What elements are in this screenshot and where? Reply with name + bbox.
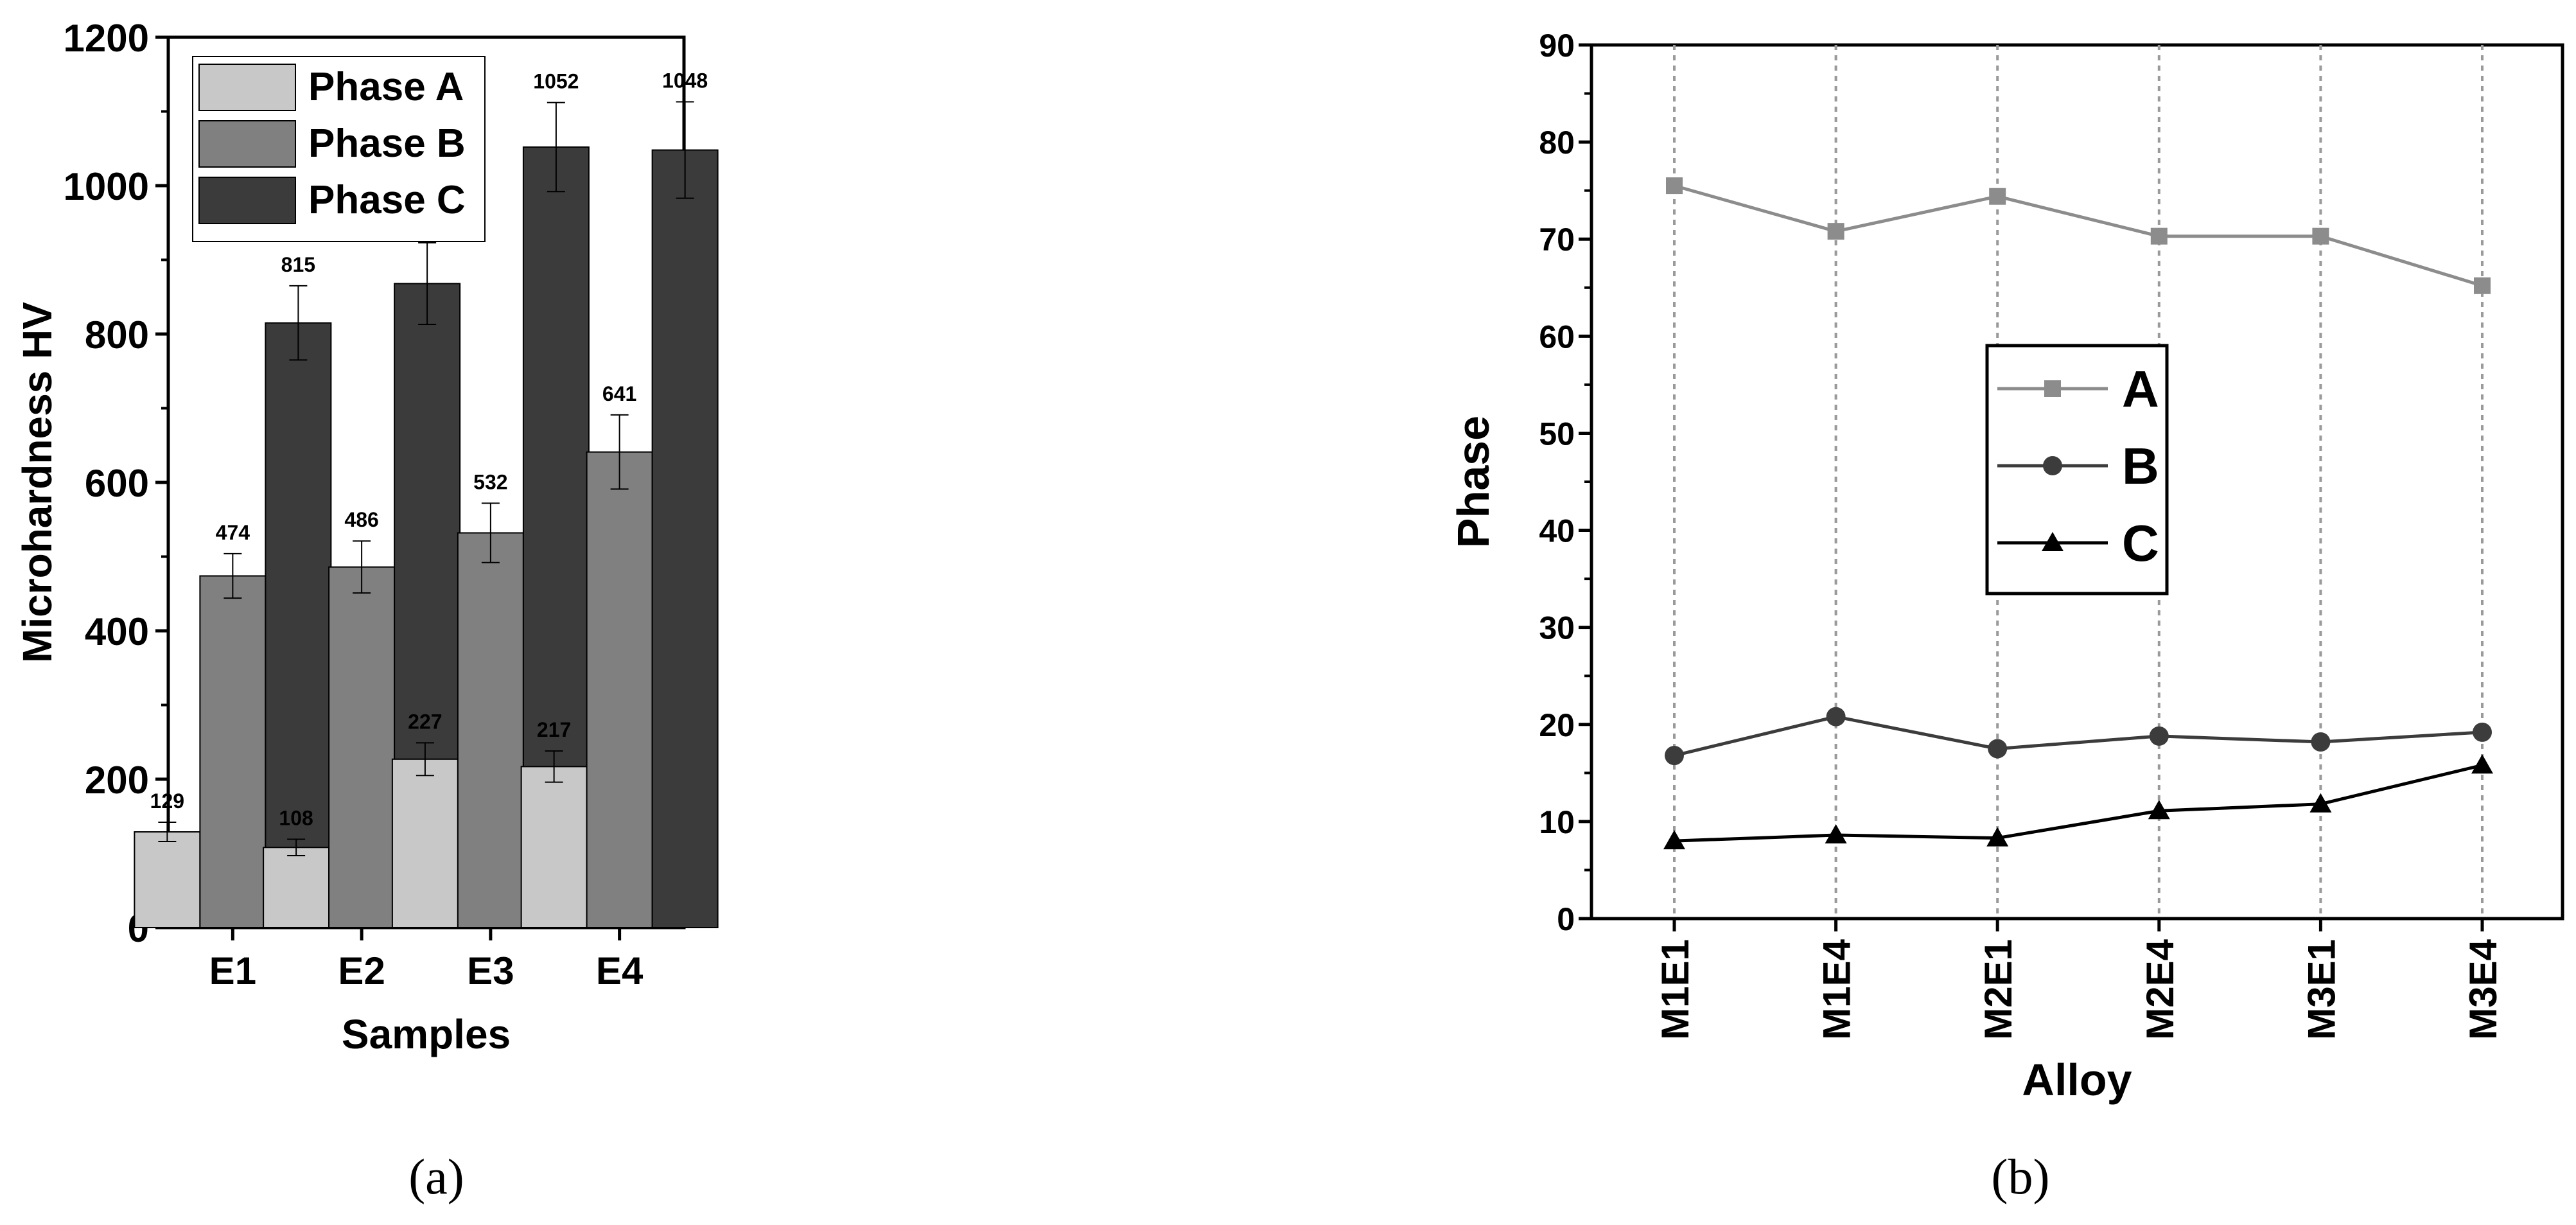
data-label: 1048 <box>662 69 708 92</box>
point-a <box>2474 277 2491 294</box>
x-tick-label: E2 <box>338 949 385 992</box>
point-c <box>1825 824 1847 844</box>
point-b <box>2473 722 2492 742</box>
bar-phase-c-e1 <box>265 322 332 928</box>
bar-phase-c-e4 <box>651 149 719 928</box>
data-label: 129 <box>150 789 184 813</box>
y-tick-label: 1200 <box>64 17 149 60</box>
bar-phase-b-e2 <box>328 566 396 928</box>
point-c <box>2471 754 2493 774</box>
legend-label: A <box>2122 360 2159 418</box>
x-tick-label: M3E4 <box>2462 939 2505 1039</box>
bar-phase-a-e4 <box>520 766 588 928</box>
bar-phase-a-e1 <box>134 831 201 928</box>
legend-swatch <box>198 64 296 111</box>
point-a <box>2312 227 2329 245</box>
legend-marker <box>2042 532 2063 551</box>
data-label: 217 <box>537 718 571 741</box>
bar-phase-a-e3 <box>391 758 459 928</box>
data-label: 108 <box>279 807 313 830</box>
y-tick-label: 80 <box>1539 125 1575 161</box>
data-label: 641 <box>602 382 636 405</box>
panel-label: (b) <box>1992 1149 2050 1204</box>
panel-label: (a) <box>408 1149 464 1204</box>
y-tick-label: 20 <box>1539 707 1575 743</box>
y-axis-title: Microhardness HV <box>14 302 60 663</box>
x-tick-label: E4 <box>596 949 644 992</box>
y-tick-label: 60 <box>1539 319 1575 355</box>
y-tick-label: 400 <box>85 610 149 653</box>
legend-marker <box>2043 456 2062 475</box>
x-axis-title: Alloy <box>2022 1055 2132 1105</box>
y-tick-label: 200 <box>85 759 149 802</box>
panel-b-line-chart: 0 10 20 30 40 50 60 70 80 90 M1E1 M1E4 M2E1 M2E4 M3E1 M… <box>1448 28 2564 1204</box>
x-tick-label: E1 <box>209 949 256 992</box>
data-label: 227 <box>408 710 442 733</box>
series-line-a <box>1674 184 2483 288</box>
data-label: 532 <box>473 470 507 493</box>
bar-phase-b-e3 <box>457 532 524 928</box>
y-tick-label: 1000 <box>64 165 149 208</box>
y-axis-title: Phase <box>1448 416 1498 548</box>
data-label: 486 <box>344 508 378 531</box>
y-tick-label: 50 <box>1539 416 1575 452</box>
legend-swatch <box>198 120 296 168</box>
bar-phase-b-e1 <box>199 575 267 928</box>
point-b <box>2311 732 2331 752</box>
point-b <box>1826 707 1846 727</box>
legend-label: Phase B <box>308 121 466 166</box>
y-tick-label: 70 <box>1539 222 1575 258</box>
y-tick-label: 40 <box>1539 513 1575 549</box>
panel-a-bar-chart: 020040060080010001200129474815E110848686… <box>14 17 719 1204</box>
legend-label: B <box>2122 437 2159 495</box>
y-tick-label: 600 <box>85 462 149 505</box>
legend-label: Phase A <box>308 65 464 109</box>
y-tick-label: 800 <box>85 313 149 357</box>
x-tick-label: M1E4 <box>1816 939 1859 1039</box>
bar-phase-b-e4 <box>586 451 653 928</box>
y-tick-label: 90 <box>1539 28 1575 64</box>
y-tick-label: 10 <box>1539 804 1575 840</box>
legend-label: C <box>2122 515 2159 572</box>
x-axis-title: Samples <box>342 1011 511 1057</box>
x-tick-label: M2E1 <box>1977 939 2020 1040</box>
x-tick-label: E3 <box>467 949 514 992</box>
x-tick-label: M3E1 <box>2300 939 2343 1040</box>
point-c <box>1663 830 1685 850</box>
legend-swatch <box>198 177 296 224</box>
data-label: 474 <box>216 521 250 544</box>
legend-marker <box>2044 380 2061 397</box>
x-tick-label: M1E1 <box>1654 939 1697 1040</box>
point-c <box>1986 827 2009 847</box>
point-c <box>2148 800 2170 820</box>
series-line-c <box>1674 763 2483 843</box>
point-a <box>1666 177 1683 195</box>
legend-box <box>1985 344 2169 595</box>
point-b <box>1665 746 1684 766</box>
data-label: 1052 <box>533 70 579 93</box>
y-tick-label: 0 <box>1557 901 1575 937</box>
y-tick-label: 30 <box>1539 610 1575 646</box>
bar-phase-a-e2 <box>263 847 330 929</box>
series-line-b <box>1674 715 2483 757</box>
point-b <box>1988 739 2008 759</box>
legend: ABC <box>1985 344 2169 595</box>
point-a <box>1989 188 2006 205</box>
point-a <box>1827 223 1844 240</box>
point-a <box>2150 227 2168 245</box>
point-c <box>2309 793 2332 813</box>
data-label: 815 <box>281 253 315 276</box>
x-tick-label: M2E4 <box>2139 939 2182 1039</box>
point-b <box>2149 726 2169 746</box>
legend-label: Phase C <box>308 178 466 222</box>
legend: Phase A Phase B Phase C <box>192 56 486 242</box>
